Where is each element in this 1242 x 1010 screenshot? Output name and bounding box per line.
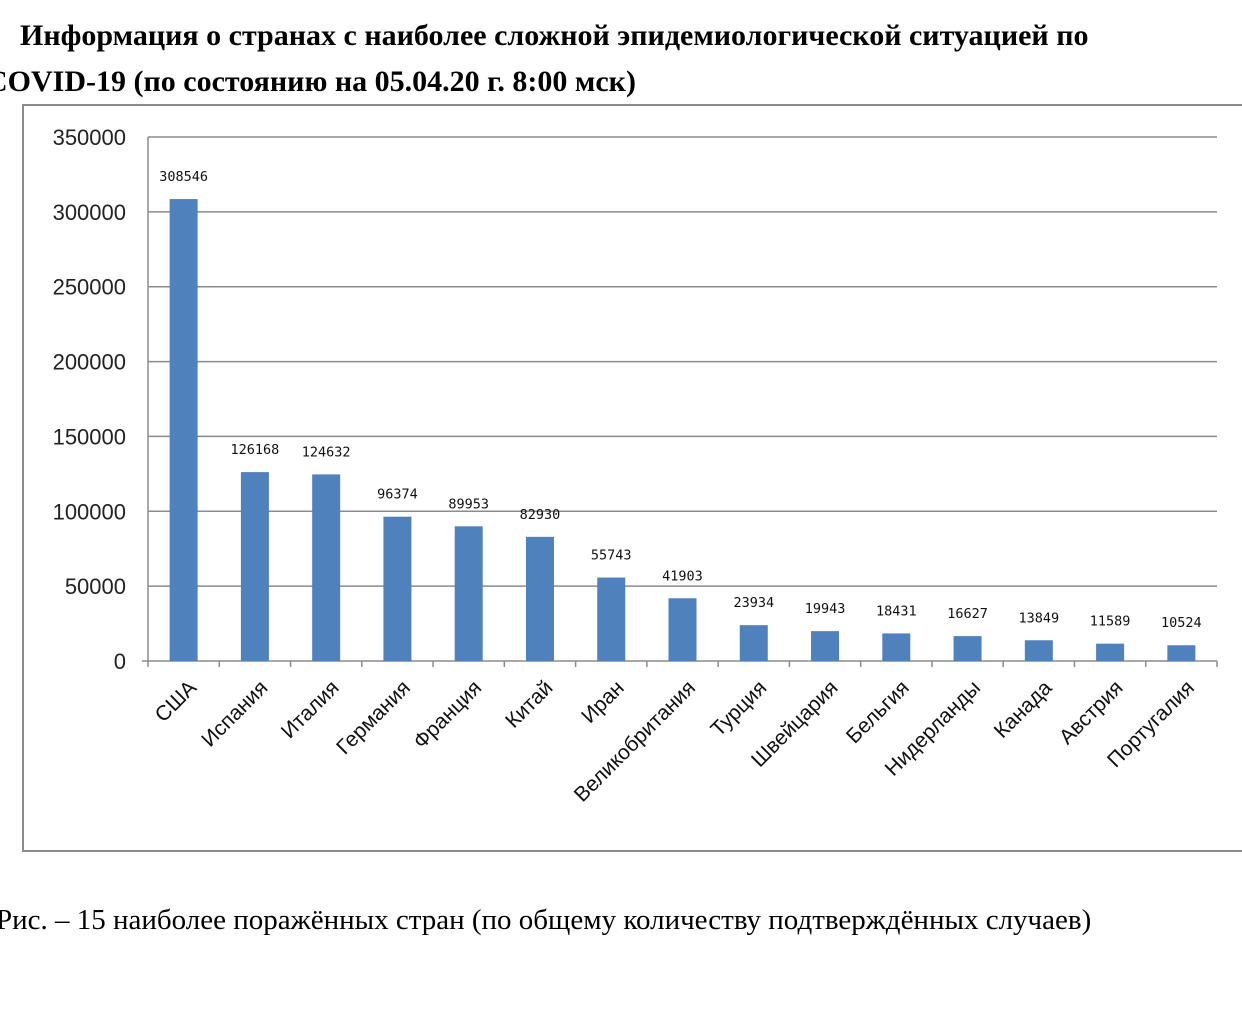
data-label: 89953 [448,496,489,512]
data-label: 18431 [876,603,917,619]
data-label: 16627 [947,606,988,622]
bar [811,631,840,661]
bar [1024,640,1053,661]
category-label: Великобритания [570,676,700,806]
title-line-2: COVID-19 (по состоянию на 05.04.20 г. 8:… [0,65,636,98]
category-label: Китай [501,676,557,732]
data-label: 13849 [1019,610,1060,626]
category-label: Бельгия [842,676,914,748]
y-tick-label: 200000 [53,350,126,375]
data-label: 126168 [231,442,280,458]
data-label: 10524 [1161,615,1202,631]
bar [668,598,697,661]
bar [312,474,341,661]
category-label: Франция [409,676,486,753]
category-label: Италия [277,676,344,743]
bar [597,577,626,661]
bar [1167,645,1196,661]
y-tick-label: 350000 [53,125,126,150]
bar [383,516,412,661]
category-label: США [151,676,202,727]
data-label: 11589 [1090,614,1131,630]
category-label: Турция [706,676,771,741]
title-line-1: Информация о странах с наиболее сложной … [20,19,1089,52]
category-label: Канада [990,676,1057,743]
bar [882,633,911,661]
y-tick-label: 300000 [53,200,126,225]
data-label: 96374 [377,487,418,503]
bar [525,536,554,661]
data-label: 308546 [159,169,208,185]
data-label: 55743 [591,548,632,564]
category-label: Германия [332,676,415,759]
data-label: 41903 [662,568,703,584]
chart-frame: 0 50000 100000 150000 200000 250000 300000 3500… [22,104,1242,852]
data-label: 19943 [805,601,846,617]
data-label: 124632 [302,444,351,460]
y-tick-label: 250000 [53,275,126,300]
bar [240,472,269,661]
bar [454,526,483,661]
figure-caption: Рис. – 15 наиболее поражённых стран (по … [0,904,1092,936]
data-label: 23934 [733,595,774,611]
bar-chart: 0 50000 100000 150000 200000 250000 300000 3500… [53,125,1218,807]
y-tick-label: 0 [114,649,126,674]
bar [739,625,768,661]
category-label: Иран [577,676,629,728]
y-tick-label: 150000 [53,424,126,449]
data-label: 82930 [520,507,561,523]
y-tick-label: 100000 [53,499,126,524]
bar [1096,643,1125,661]
bar [953,636,982,661]
category-label: Испания [197,676,272,751]
y-tick-label: 50000 [65,574,126,599]
bar [169,199,198,661]
category-label: Австрия [1055,676,1128,749]
